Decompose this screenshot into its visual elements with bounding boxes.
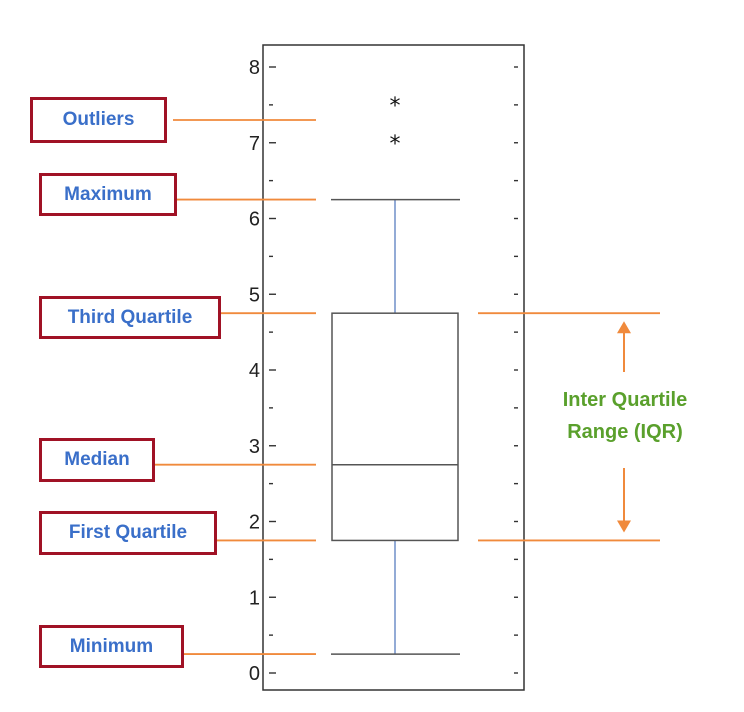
iqr-box	[331, 312, 459, 542]
callout-third-quartile-label: Third Quartile	[67, 306, 193, 328]
iqr-arrows	[617, 321, 631, 533]
callout-median-label: Median	[64, 449, 130, 470]
callout-median: Median	[39, 438, 155, 482]
y-tick-label: 0	[249, 663, 260, 685]
callout-maximum: Maximum	[39, 173, 177, 216]
y-tick-label: 1	[249, 587, 260, 609]
callout-third-quartile: Third Quartile	[39, 296, 221, 339]
leader-lines	[155, 119, 660, 655]
y-tick-label: 3	[249, 436, 260, 458]
iqr-label: Inter Quartile Range (IQR)	[540, 384, 710, 448]
callout-outliers: Outliers	[30, 97, 167, 143]
outlier-point: *	[390, 132, 401, 157]
y-tick-label: 7	[249, 133, 260, 155]
callout-outliers-label: Outliers	[62, 109, 135, 130]
y-tick-label: 4	[249, 360, 260, 382]
y-tick-label: 6	[249, 209, 260, 231]
iqr-label-line2: Range (IQR)	[567, 421, 683, 443]
y-tick-label: 5	[249, 284, 260, 306]
y-tick-label: 8	[249, 57, 260, 79]
box-plot: **	[331, 94, 460, 655]
callout-first-quartile-label: First Quartile	[68, 522, 188, 543]
plot-frame-border	[262, 44, 525, 691]
callout-minimum-label: Minimum	[69, 635, 154, 657]
callout-minimum: Minimum	[39, 625, 184, 668]
outlier-point: *	[390, 94, 401, 119]
iqr-label-line1: Inter Quartile	[562, 389, 688, 411]
iqr-arrow-up-head	[617, 321, 631, 334]
iqr-arrow-down-head	[617, 520, 631, 533]
plot-frame	[262, 44, 525, 691]
callout-maximum-label: Maximum	[64, 183, 152, 205]
y-tick-label: 2	[249, 512, 260, 534]
callout-first-quartile: First Quartile	[39, 511, 217, 555]
axis-ticks: 0 1 2 3 4 5 6 7 8	[249, 57, 518, 685]
